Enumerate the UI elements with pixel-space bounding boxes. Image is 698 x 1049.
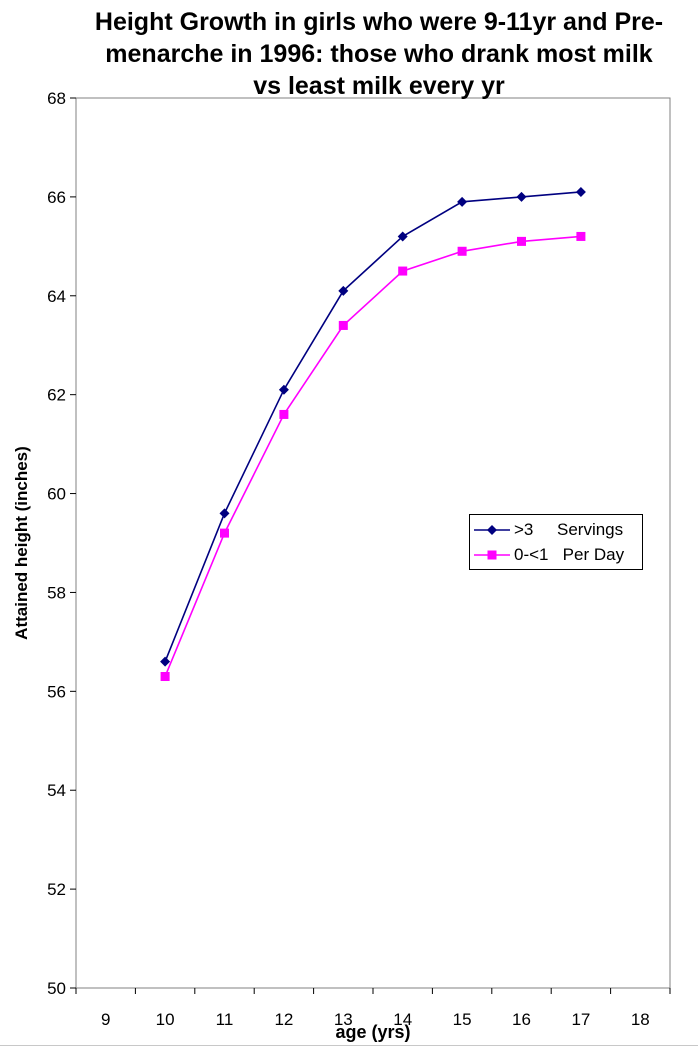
x-axis-label: age (yrs) [335, 1022, 410, 1042]
data-point-series-1 [278, 384, 289, 395]
chart-title-line-2: menarche in 1996: those who drank most m… [105, 40, 653, 68]
data-point-series-1 [457, 196, 468, 207]
series-layer [160, 186, 586, 681]
x-tick-label: 10 [156, 1010, 175, 1029]
x-tick-label: 14 [393, 1010, 412, 1029]
data-point-series-1 [219, 508, 230, 519]
legend-label-most-milk: >3 Servings [514, 520, 624, 539]
x-tick-label: 15 [453, 1010, 472, 1029]
data-point-series-2 [398, 266, 408, 276]
data-point-series-2 [457, 246, 467, 256]
data-point-series-2 [279, 409, 289, 419]
x-tick-label: 18 [631, 1010, 650, 1029]
x-tick-label: 13 [334, 1010, 353, 1029]
data-point-series-2 [576, 231, 586, 241]
bottom-divider [0, 1045, 698, 1046]
y-tick-label: 60 [47, 485, 66, 504]
y-axis: 50 52 54 56 58 60 62 64 66 68 [47, 89, 76, 998]
chart-title-line-3: vs least milk every yr [253, 72, 505, 100]
y-tick-label: 54 [47, 781, 66, 800]
y-tick-label: 66 [47, 188, 66, 207]
data-point-series-2 [338, 320, 348, 330]
y-tick-label: 68 [47, 89, 66, 108]
data-point-series-2 [220, 528, 229, 538]
chart-title-line-1: Height Growth in girls who were 9-11yr a… [94, 8, 664, 36]
legend-label-least-milk: 0-<1 Per Day [514, 545, 625, 564]
series-line-1 [164, 191, 581, 662]
y-tick-label: 50 [47, 979, 66, 998]
x-tick-label: 16 [512, 1010, 531, 1029]
legend-entry-most-milk: >3 Servings [474, 518, 623, 542]
legend-swatch-square-icon [474, 550, 510, 560]
x-axis: 9 10 11 12 13 14 15 16 17 18 [75, 988, 671, 1029]
data-point-series-1 [397, 231, 408, 242]
data-point-series-1 [160, 656, 171, 667]
y-tick-label: 56 [47, 682, 66, 701]
data-point-series-1 [338, 285, 349, 296]
y-tick-label: 64 [47, 287, 66, 306]
legend-swatch-diamond-icon [474, 525, 510, 535]
chart-legend: >3 Servings 0-<1 Per Day [469, 514, 643, 570]
y-tick-label: 62 [47, 386, 66, 405]
x-tick-label: 17 [571, 1010, 590, 1029]
y-tick-label: 58 [47, 583, 66, 602]
data-point-series-2 [517, 236, 526, 246]
x-tick-label: 11 [216, 1010, 234, 1029]
data-point-series-1 [575, 186, 586, 197]
chart-title: Height Growth in girls who were 9-11yr a… [54, 6, 698, 102]
series-line-2 [164, 235, 581, 677]
x-tick-label: 12 [274, 1010, 293, 1029]
y-tick-label: 52 [47, 880, 66, 899]
x-tick-label: 9 [101, 1010, 110, 1029]
data-point-series-2 [160, 672, 170, 681]
data-point-series-1 [516, 191, 527, 202]
legend-entry-least-milk: 0-<1 Per Day [474, 543, 624, 567]
y-axis-label: Attained height (inches) [12, 446, 31, 640]
